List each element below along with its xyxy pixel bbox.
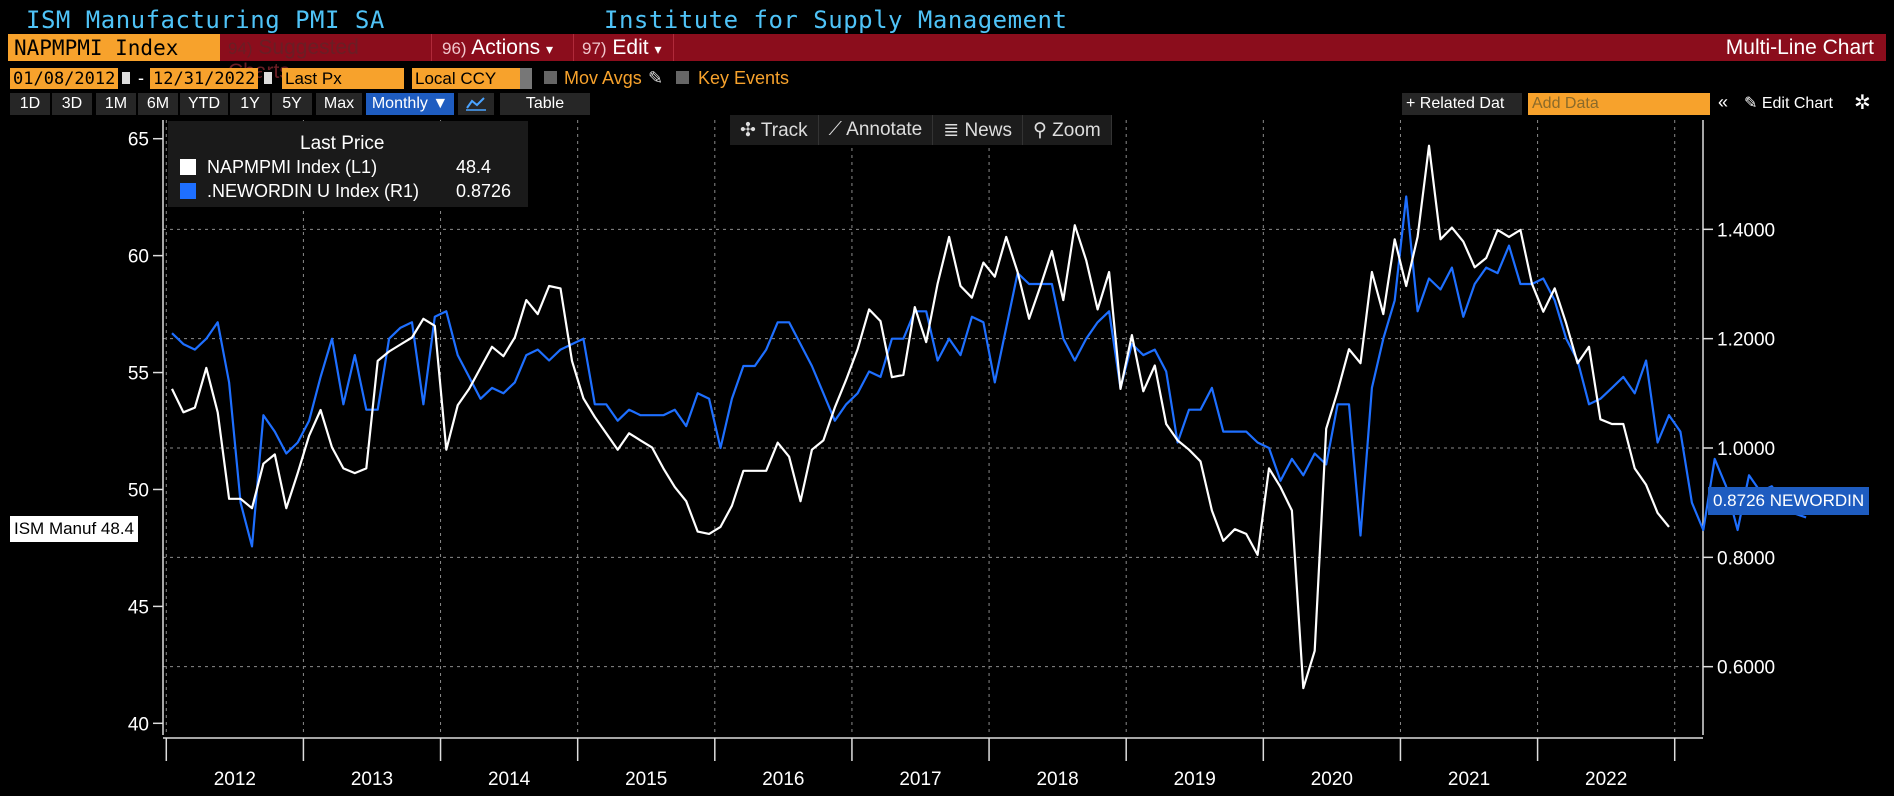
related-data-button[interactable]: + Related Dat [1402, 93, 1522, 115]
series-lines [171, 144, 1807, 690]
year-label: 2016 [762, 769, 804, 790]
chevron-down-icon: ▾ [654, 41, 662, 57]
axes: 0.6000 0.8000 1.0000 1.2000 1.4000 40 45 50 55 60… [128, 120, 1775, 790]
year-label: 2021 [1448, 769, 1490, 790]
left-tick-label: 50 [128, 480, 149, 501]
right-tick-label: 1.4000 [1717, 220, 1775, 241]
calendar-icon[interactable] [120, 70, 132, 86]
legend-label: .NEWORDIN U Index (R1) [207, 181, 420, 201]
actions-label: Actions [471, 36, 541, 59]
left-tick-label: 60 [128, 247, 149, 268]
add-data-input[interactable]: Add Data [1528, 93, 1710, 115]
edit-label: Edit [612, 36, 649, 59]
year-label: 2017 [899, 769, 941, 790]
year-label: 2013 [351, 769, 393, 790]
legend-swatch [180, 183, 196, 199]
edit-chart-button[interactable]: ✎ Edit Chart [1744, 95, 1833, 112]
year-label: 2019 [1174, 769, 1216, 790]
chevron-down-icon[interactable] [520, 68, 532, 89]
start-date-input[interactable]: 01/08/2012 [10, 68, 118, 89]
annotate-button[interactable]: ⟋ Annotate [819, 115, 934, 145]
edit-menu-button[interactable]: 97) Edit ▾ [576, 34, 674, 61]
left-tick-label: 45 [128, 597, 149, 618]
legend-swatch [180, 159, 196, 175]
left-tick-label: 40 [128, 714, 149, 735]
ticker-field[interactable]: NAPMPMI Index [8, 34, 220, 61]
pencil-icon[interactable]: ✎ [648, 68, 664, 88]
year-label: 2020 [1311, 769, 1353, 790]
series-line-napmpmi [171, 144, 1670, 690]
source-name: Institute for Supply Management [604, 6, 1068, 34]
date-separator: - [138, 68, 144, 88]
zoom-button[interactable]: ⚲ Zoom [1023, 115, 1112, 145]
period-5y[interactable]: 5Y [272, 93, 312, 115]
security-name: ISM Manufacturing PMI SA [26, 6, 385, 34]
end-date-input[interactable]: 12/31/2022 [150, 68, 258, 89]
legend: Last Price NAPMPMI Index (L1) 48.4 .NEWO… [168, 121, 528, 207]
currency-select[interactable]: Local CCY [412, 68, 520, 89]
mov-avgs-label[interactable]: Mov Avgs [564, 68, 642, 88]
year-label: 2014 [488, 769, 531, 790]
period-1m[interactable]: 1M [96, 93, 136, 115]
field-select[interactable]: Last Px [282, 68, 404, 89]
year-label: 2015 [625, 769, 667, 790]
gear-icon[interactable]: ✲ [1854, 92, 1871, 114]
mov-avgs-checkbox[interactable] [544, 71, 557, 84]
actions-num: 96) [442, 39, 467, 58]
chart-style-icon[interactable] [458, 93, 494, 115]
legend-value: 48.4 [456, 157, 492, 177]
legend-row-pmi[interactable]: NAPMPMI Index (L1) 48.4 [180, 157, 491, 178]
left-last-value-tag: ISM Manuf 48.4 [10, 516, 139, 542]
title-row: ISM Manufacturing PMI SA Institute for S… [0, 0, 1894, 34]
news-button[interactable]: ≣ News [933, 115, 1023, 145]
actions-menu-button[interactable]: 96) Actions ▾ [436, 34, 574, 61]
line-chart-icon [466, 97, 486, 111]
suggested-num: 94) [228, 39, 253, 58]
year-label: 2018 [1036, 769, 1078, 790]
track-button[interactable]: ✣ Track [730, 115, 819, 145]
grid [163, 120, 1703, 735]
chart-tools: ✣ Track ⟋ Annotate ≣ News ⚲ Zoom [730, 115, 1112, 145]
period-ytd[interactable]: YTD [180, 93, 228, 115]
year-label: 2022 [1585, 769, 1627, 790]
year-label: 2012 [214, 769, 256, 790]
right-tick-label: 0.8000 [1717, 548, 1775, 569]
edit-num: 97) [582, 39, 607, 58]
key-events-checkbox[interactable] [676, 71, 689, 84]
period-1d[interactable]: 1D [10, 93, 50, 115]
left-tick-label: 55 [128, 364, 149, 385]
period-max[interactable]: Max [316, 93, 362, 115]
legend-label: NAPMPMI Index (L1) [207, 157, 378, 177]
right-last-value-tag: 0.8726 NEWORDIN [1708, 487, 1870, 515]
chevron-down-icon: ▾ [545, 41, 554, 57]
right-tick-label: 1.2000 [1717, 330, 1775, 351]
table-button[interactable]: Table [500, 93, 590, 115]
key-events-label[interactable]: Key Events [698, 68, 790, 88]
frequency-select[interactable]: Monthly ▼ [366, 93, 454, 115]
legend-row-neworders[interactable]: .NEWORDIN U Index (R1) 0.8726 [180, 181, 511, 202]
period-6m[interactable]: 6M [138, 93, 178, 115]
legend-value: 0.8726 [456, 181, 512, 201]
series-line-neworders [171, 195, 1807, 548]
right-tick-label: 1.0000 [1717, 439, 1775, 460]
chart-type-label: Multi-Line Chart [1725, 36, 1874, 59]
calendar-icon[interactable] [262, 70, 274, 86]
period-1y[interactable]: 1Y [230, 93, 270, 115]
collapse-icon[interactable]: « [1718, 92, 1729, 112]
legend-title: Last Price [300, 133, 385, 154]
left-tick-label: 65 [128, 130, 149, 151]
period-3d[interactable]: 3D [52, 93, 92, 115]
right-tick-label: 0.6000 [1717, 658, 1775, 679]
